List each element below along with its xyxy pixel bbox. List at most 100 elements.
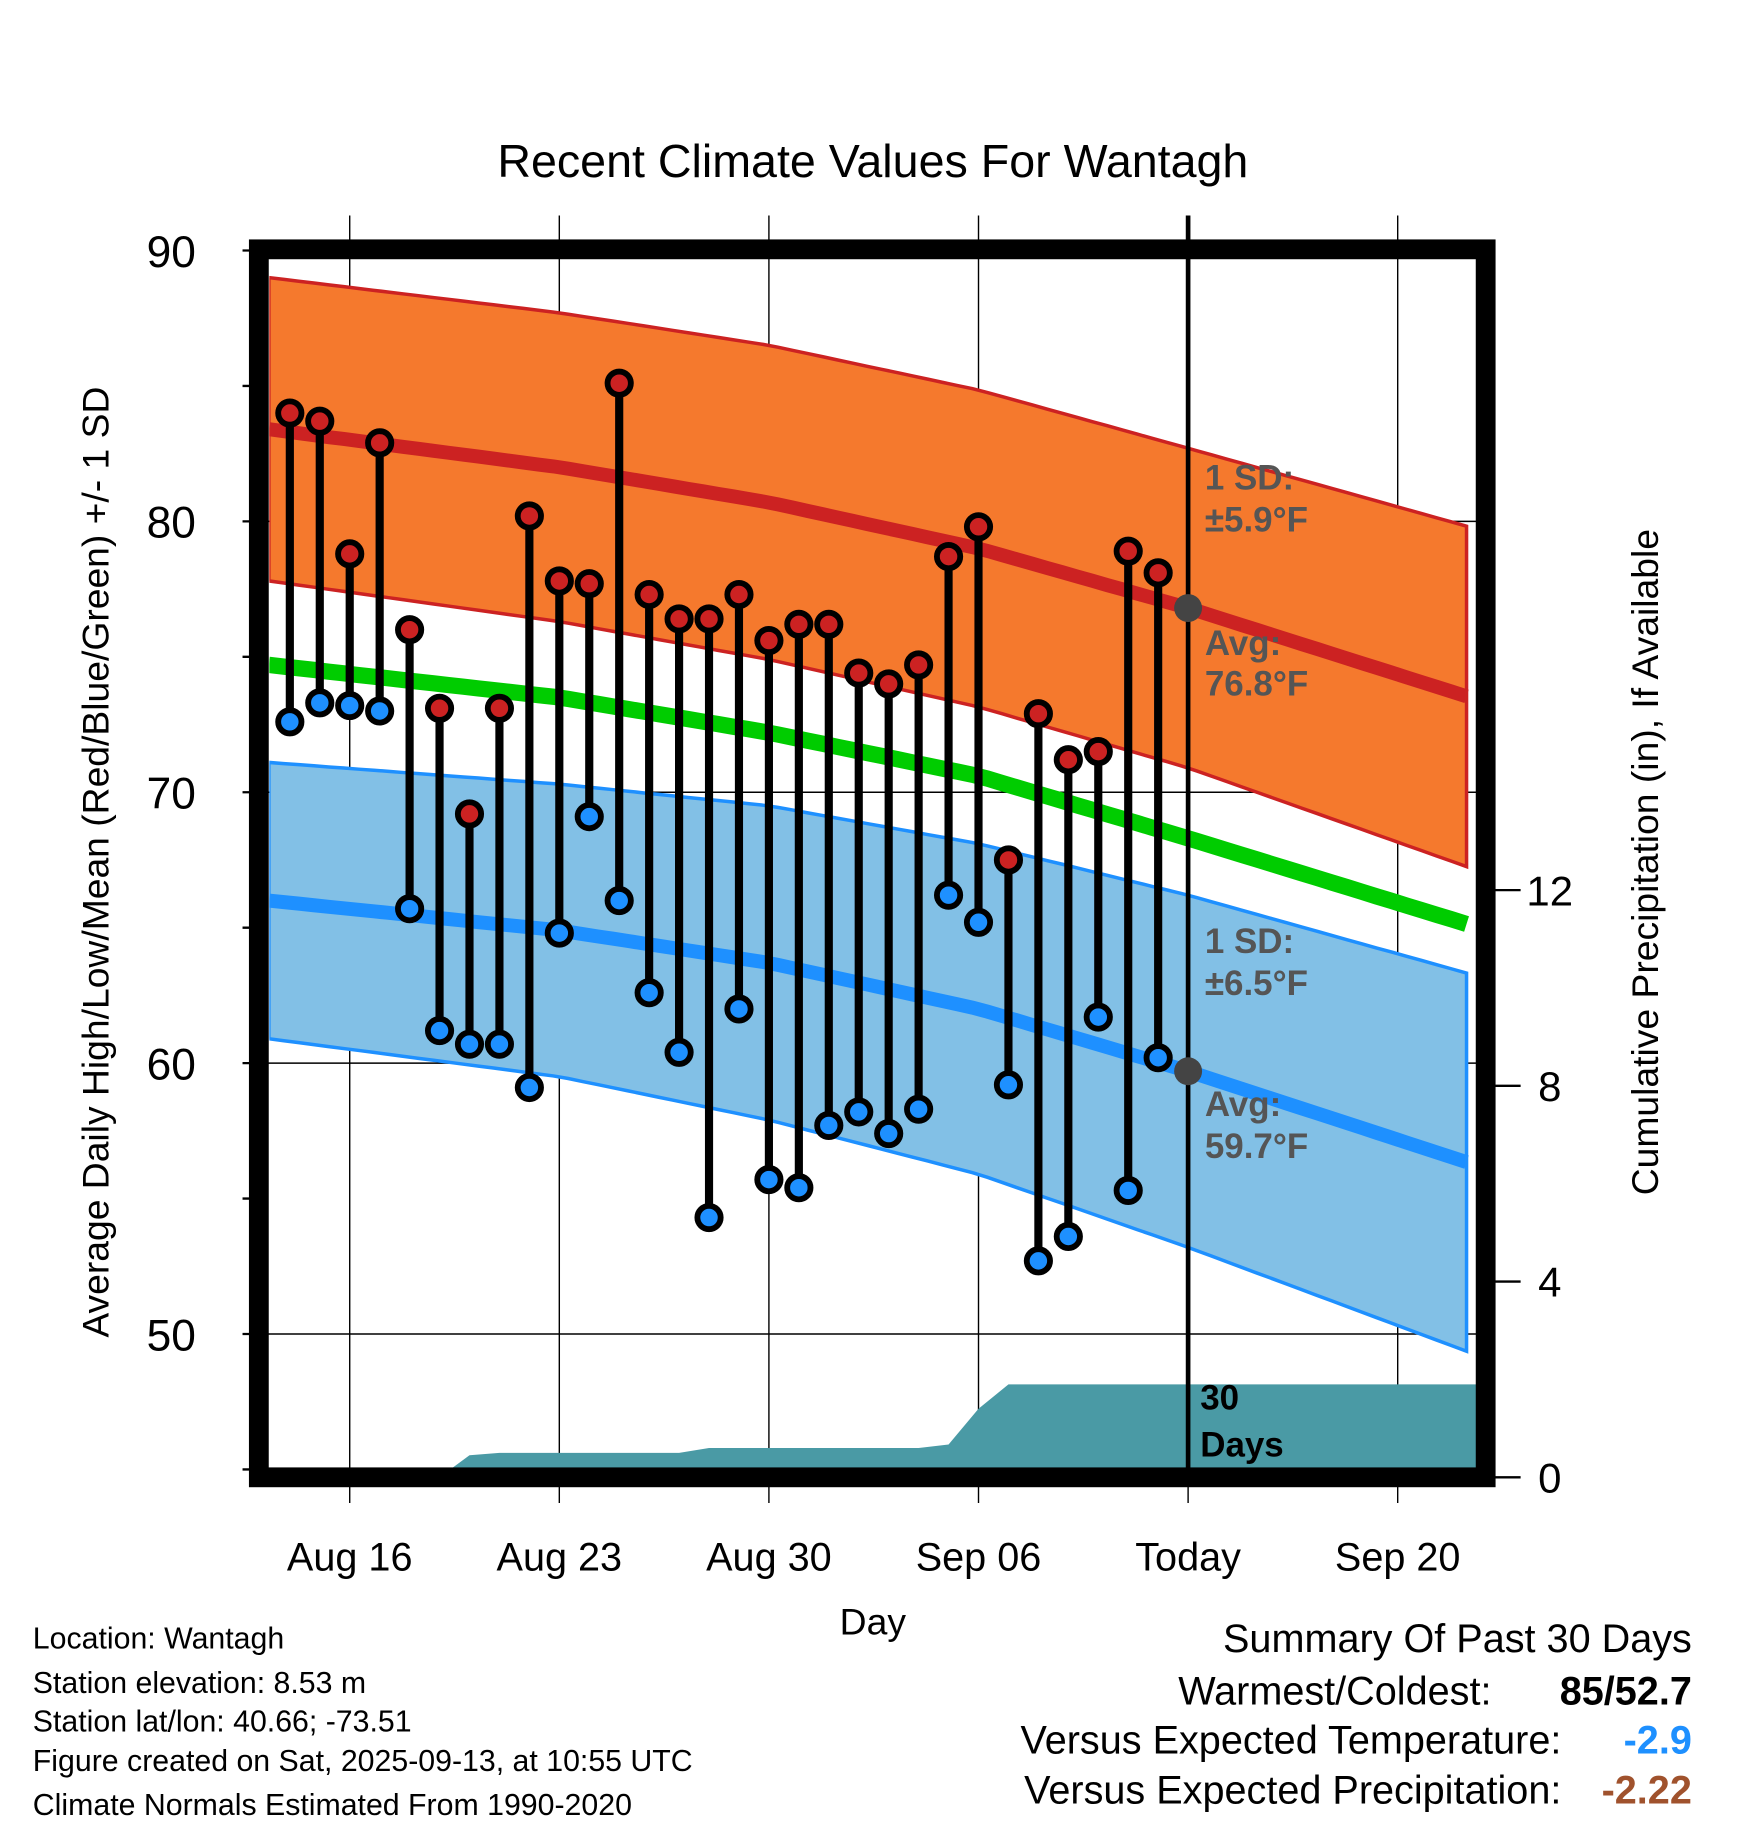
daily-low-point	[574, 802, 604, 832]
precip-days-number: 30	[1200, 1379, 1239, 1418]
daily-high-point	[574, 569, 604, 599]
daily-low-point	[305, 688, 335, 718]
today-high-avg-marker	[1174, 594, 1203, 623]
daily-low-point	[544, 918, 574, 948]
daily-low-point	[844, 1097, 874, 1127]
high-average-line	[269, 422, 1469, 704]
daily-high-point	[424, 693, 455, 723]
daily-low-point	[365, 696, 395, 726]
daily-low-point	[814, 1110, 844, 1140]
normal-bands	[269, 275, 1478, 1468]
low-avg-value: 59.7°F	[1205, 1127, 1308, 1166]
info-latlon: Station lat/lon: 40.66; -73.51	[33, 1705, 412, 1738]
daily-low-point	[724, 994, 754, 1024]
y2-tick-label: 0	[1538, 1454, 1561, 1501]
precipitation-area	[452, 1384, 1478, 1468]
daily-low-point	[1083, 1002, 1113, 1032]
low-sd-value: ±6.5°F	[1205, 964, 1308, 1003]
daily-low-point	[694, 1202, 724, 1233]
daily-high-point	[1083, 737, 1113, 767]
info-normals: Climate Normals Estimated From 1990-2020	[33, 1789, 632, 1822]
y2-tick-label: 4	[1538, 1259, 1561, 1306]
annotations: 1 SD: ±5.9°F Avg: 76.8°F 1 SD: ±6.5°F Av…	[1200, 458, 1308, 1464]
daily-low-point	[275, 707, 305, 737]
daily-high-point	[664, 604, 694, 634]
y-tick-label: 70	[147, 770, 196, 819]
high-sd-label: 1 SD:	[1205, 458, 1294, 497]
high-sd-band	[269, 275, 1469, 870]
info-elevation: Station elevation: 8.53 m	[33, 1667, 366, 1700]
daily-high-point	[454, 799, 485, 829]
high-avg-value: 76.8°F	[1205, 665, 1308, 704]
daily-low-point	[754, 1165, 784, 1195]
daily-low-point	[395, 894, 425, 924]
temp-anomaly-label: Versus Expected Temperature:	[1020, 1718, 1561, 1762]
daily-high-point	[1113, 536, 1143, 566]
daily-high-point	[934, 542, 964, 572]
daily-high-point	[694, 604, 724, 634]
daily-low-point	[1023, 1246, 1053, 1276]
y-tick-label: 50	[147, 1311, 196, 1360]
daily-low-point	[424, 1016, 455, 1046]
today-low-avg-marker	[1174, 1057, 1203, 1086]
daily-low-point	[514, 1072, 544, 1103]
y-axis-label: Average Daily High/Low/Mean (Red/Blue/Gr…	[75, 387, 117, 1338]
y2-tick-label: 12	[1526, 867, 1573, 914]
daily-high-point	[993, 845, 1024, 875]
warm-cold-label: Warmest/Coldest:	[1178, 1670, 1491, 1714]
low-sd-band	[269, 760, 1469, 1354]
daily-high-point	[784, 609, 814, 639]
daily-low-point	[1113, 1175, 1143, 1206]
daily-high-point	[1143, 558, 1173, 588]
x-tick-label: Aug 23	[497, 1536, 623, 1580]
daily-high-point	[335, 539, 365, 569]
daily-high-point	[1023, 699, 1053, 729]
daily-high-point	[754, 625, 784, 656]
info-created: Figure created on Sat, 2025-09-13, at 10…	[33, 1745, 693, 1778]
x-tick-label: Sep 06	[916, 1536, 1042, 1580]
daily-high-point	[814, 609, 844, 639]
x-tick-label: Sep 20	[1335, 1536, 1461, 1580]
y2-tick-label: 8	[1538, 1063, 1561, 1110]
daily-low-point	[784, 1173, 814, 1203]
low-avg-label: Avg:	[1205, 1085, 1281, 1124]
station-info: Location: Wantagh Station elevation: 8.5…	[33, 1623, 693, 1823]
info-location: Location: Wantagh	[33, 1623, 284, 1656]
plot-frame	[248, 239, 1496, 1488]
high-avg-label: Avg:	[1205, 624, 1281, 663]
x-tick-label: Aug 30	[706, 1536, 832, 1580]
daily-high-point	[484, 693, 514, 723]
axes: 90 80 70 60 50 12 8 4 0 Aug 16 Aug 23 Aug 30 Sep 06 T…	[147, 228, 1573, 1580]
daily-low-point	[664, 1037, 694, 1067]
daily-low-point	[604, 886, 634, 916]
y-tick-label: 60	[147, 1040, 196, 1089]
precip-anomaly-value: -2.22	[1602, 1769, 1692, 1813]
daily-high-point	[1053, 745, 1083, 775]
daily-low-point	[1143, 1043, 1173, 1073]
warm-cold-value: 85/52.7	[1560, 1670, 1692, 1714]
daily-high-point	[275, 398, 305, 428]
daily-high-point	[305, 406, 335, 436]
daily-low-point	[454, 1029, 485, 1059]
daily-high-point	[604, 368, 634, 398]
high-sd-value: ±5.9°F	[1205, 500, 1308, 539]
x-axis-label: Day	[840, 1601, 907, 1643]
y-tick-label: 80	[147, 499, 196, 548]
chart-title: Recent Climate Values For Wantagh	[497, 135, 1248, 187]
daily-low-point	[874, 1118, 904, 1149]
x-tick-label: Aug 16	[287, 1536, 413, 1580]
y2-axis-label: Cumulative Precipitation (in), If Availa…	[1624, 529, 1666, 1195]
daily-low-point	[634, 978, 664, 1008]
daily-high-point	[904, 650, 934, 680]
precip-days-label: Days	[1200, 1425, 1284, 1464]
daily-low-point	[1053, 1221, 1083, 1252]
daily-high-point	[844, 658, 874, 688]
temp-anomaly-value: -2.9	[1624, 1718, 1692, 1762]
daily-high-point	[634, 579, 664, 610]
daily-high-point	[514, 501, 544, 531]
daily-low-point	[484, 1029, 514, 1059]
summary-title: Summary Of Past 30 Days	[1223, 1617, 1692, 1661]
daily-high-point	[724, 579, 754, 610]
mean-average-line	[269, 656, 1469, 932]
